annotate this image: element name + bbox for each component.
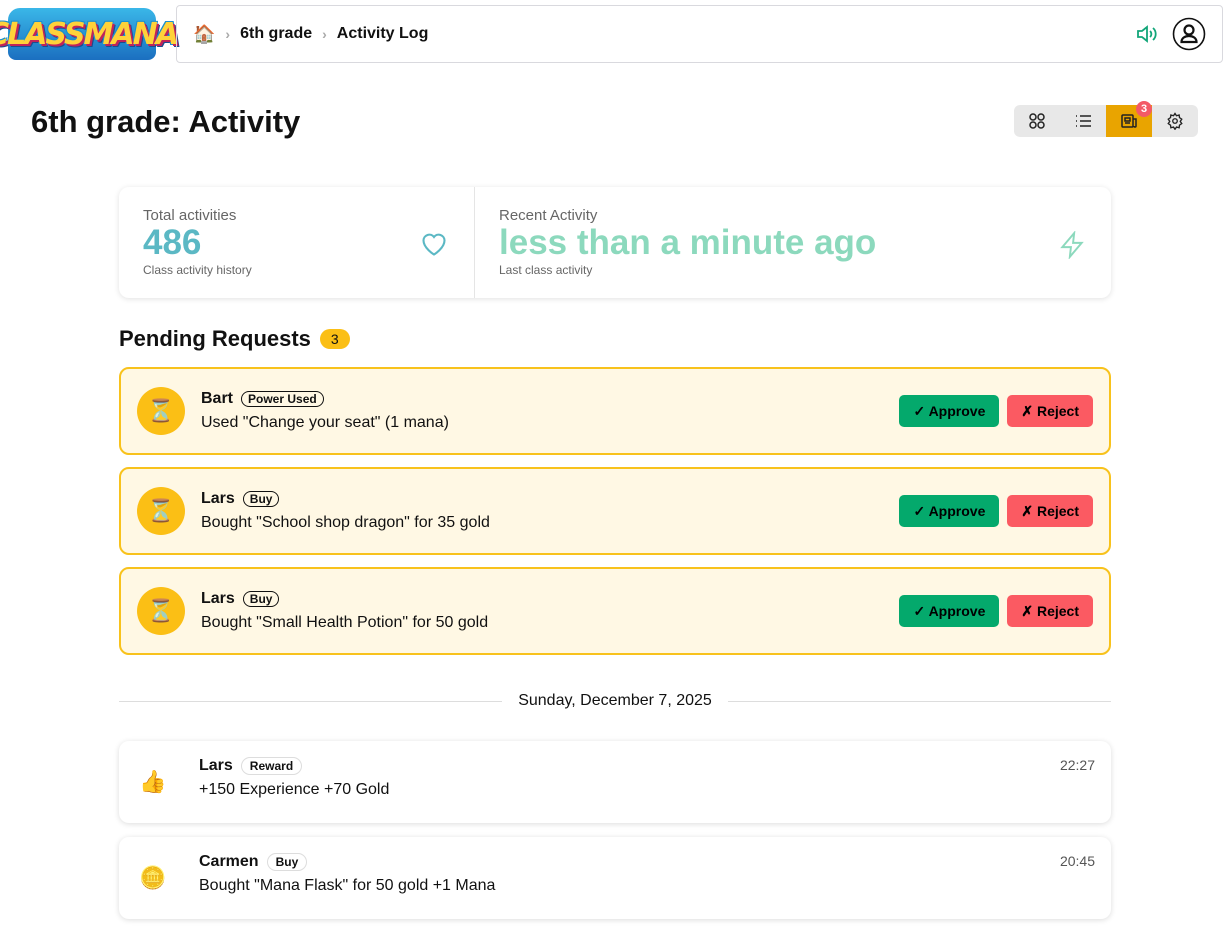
settings-button[interactable] [1152,105,1198,137]
hourglass-icon: ⏳ [137,587,185,635]
student-name: Carmen [199,853,259,870]
request-type-tag: Power Used [241,391,324,407]
classmana-logo[interactable]: CLASSMANA [0,8,179,60]
gear-icon [1167,112,1183,130]
request-type-tag: Buy [242,591,280,607]
hourglass-icon: ⏳ [137,387,185,435]
request-description: Used "Change your seat" (1 mana) [201,414,449,431]
date-divider: Sunday, December 7, 2025 [119,692,1112,710]
breadcrumb-activity-log: Activity Log [336,25,429,42]
date-label: Sunday, December 7, 2025 [518,692,712,709]
coin-icon: 🪙 [139,865,167,890]
request-description: Bought "School shop dragon" for 35 gold [201,514,490,531]
view-switcher: 3 [1014,101,1198,137]
speaker-icon[interactable] [1134,22,1158,46]
pending-request: ⏳ Bart Power Used Used "Change your seat" … [119,367,1111,455]
stat-value: 486 [143,223,202,262]
pending-requests-heading: Pending Requests 3 [119,326,350,352]
approve-button[interactable]: ✓ Approve [899,595,1000,627]
stat-value: less than a minute ago [499,223,877,262]
request-type-tag: Buy [242,491,280,507]
thumbs-up-icon: 👍 [139,769,167,794]
list-view-button[interactable] [1060,105,1106,137]
pending-count-badge: 3 [319,329,350,349]
activity-type-tag: Reward [240,757,303,775]
student-name: Lars [199,757,233,774]
activity-description: +150 Experience +70 Gold [199,781,390,798]
recent-activity-stat: Recent Activity less than a minute ago L… [475,187,1111,298]
reject-button[interactable]: ✗ Reject [1007,595,1093,627]
section-title: Pending Requests [119,326,311,351]
activity-description: Bought "Mana Flask" for 50 gold +1 Mana [199,877,496,894]
reject-button[interactable]: ✗ Reject [1007,395,1093,427]
pending-request: ⏳ Lars Buy Bought "Small Health Potion" fo… [119,567,1111,655]
request-description: Bought "Small Health Potion" for 50 gold [201,614,489,631]
hourglass-icon: ⏳ [137,487,185,535]
chevron-right-icon: › [322,26,327,42]
activity-view-button[interactable]: 3 [1106,101,1152,137]
stat-label: Total activities [143,207,237,224]
student-name: Lars [201,490,235,507]
breadcrumb: 🏠 › 6th grade › Activity Log [193,24,428,45]
total-activities-stat: Total activities 486 Class activity hist… [119,187,475,298]
grid-view-button[interactable] [1014,105,1060,137]
activity-type-tag: Buy [266,853,308,871]
approve-button[interactable]: ✓ Approve [899,495,1000,527]
newspaper-icon [1121,114,1137,128]
grid-icon [1029,113,1045,129]
lightning-icon [1060,231,1084,259]
reject-button[interactable]: ✗ Reject [1007,495,1093,527]
list-icon [1076,115,1091,127]
activity-item: 🪙 Carmen Buy Bought "Mana Flask" for 50 go… [119,837,1111,919]
notification-badge: 3 [1136,101,1152,117]
student-name: Lars [201,590,235,607]
activity-time: 20:45 [1059,853,1095,869]
home-icon[interactable]: 🏠 [193,23,216,44]
stat-label: Recent Activity [499,207,598,224]
user-avatar-icon[interactable] [1172,17,1206,51]
stats-card: Total activities 486 Class activity hist… [119,187,1111,298]
activity-time: 22:27 [1059,757,1095,773]
breadcrumb-6th-grade[interactable]: 6th grade [240,25,313,42]
chevron-right-icon: › [225,26,231,42]
stat-sub: Last class activity [499,262,593,277]
stat-sub: Class activity history [143,262,252,277]
breadcrumb-bar: 🏠 › 6th grade › Activity Log [176,5,1223,63]
activity-item: 👍 Lars Reward +150 Experience +70 Gold 22:… [119,741,1111,823]
pending-request: ⏳ Lars Buy Bought "School shop dragon" for… [119,467,1111,555]
heart-icon [422,233,446,256]
page-title: 6th grade: Activity [31,104,301,139]
student-name: Bart [201,390,234,407]
approve-button[interactable]: ✓ Approve [899,395,1000,427]
